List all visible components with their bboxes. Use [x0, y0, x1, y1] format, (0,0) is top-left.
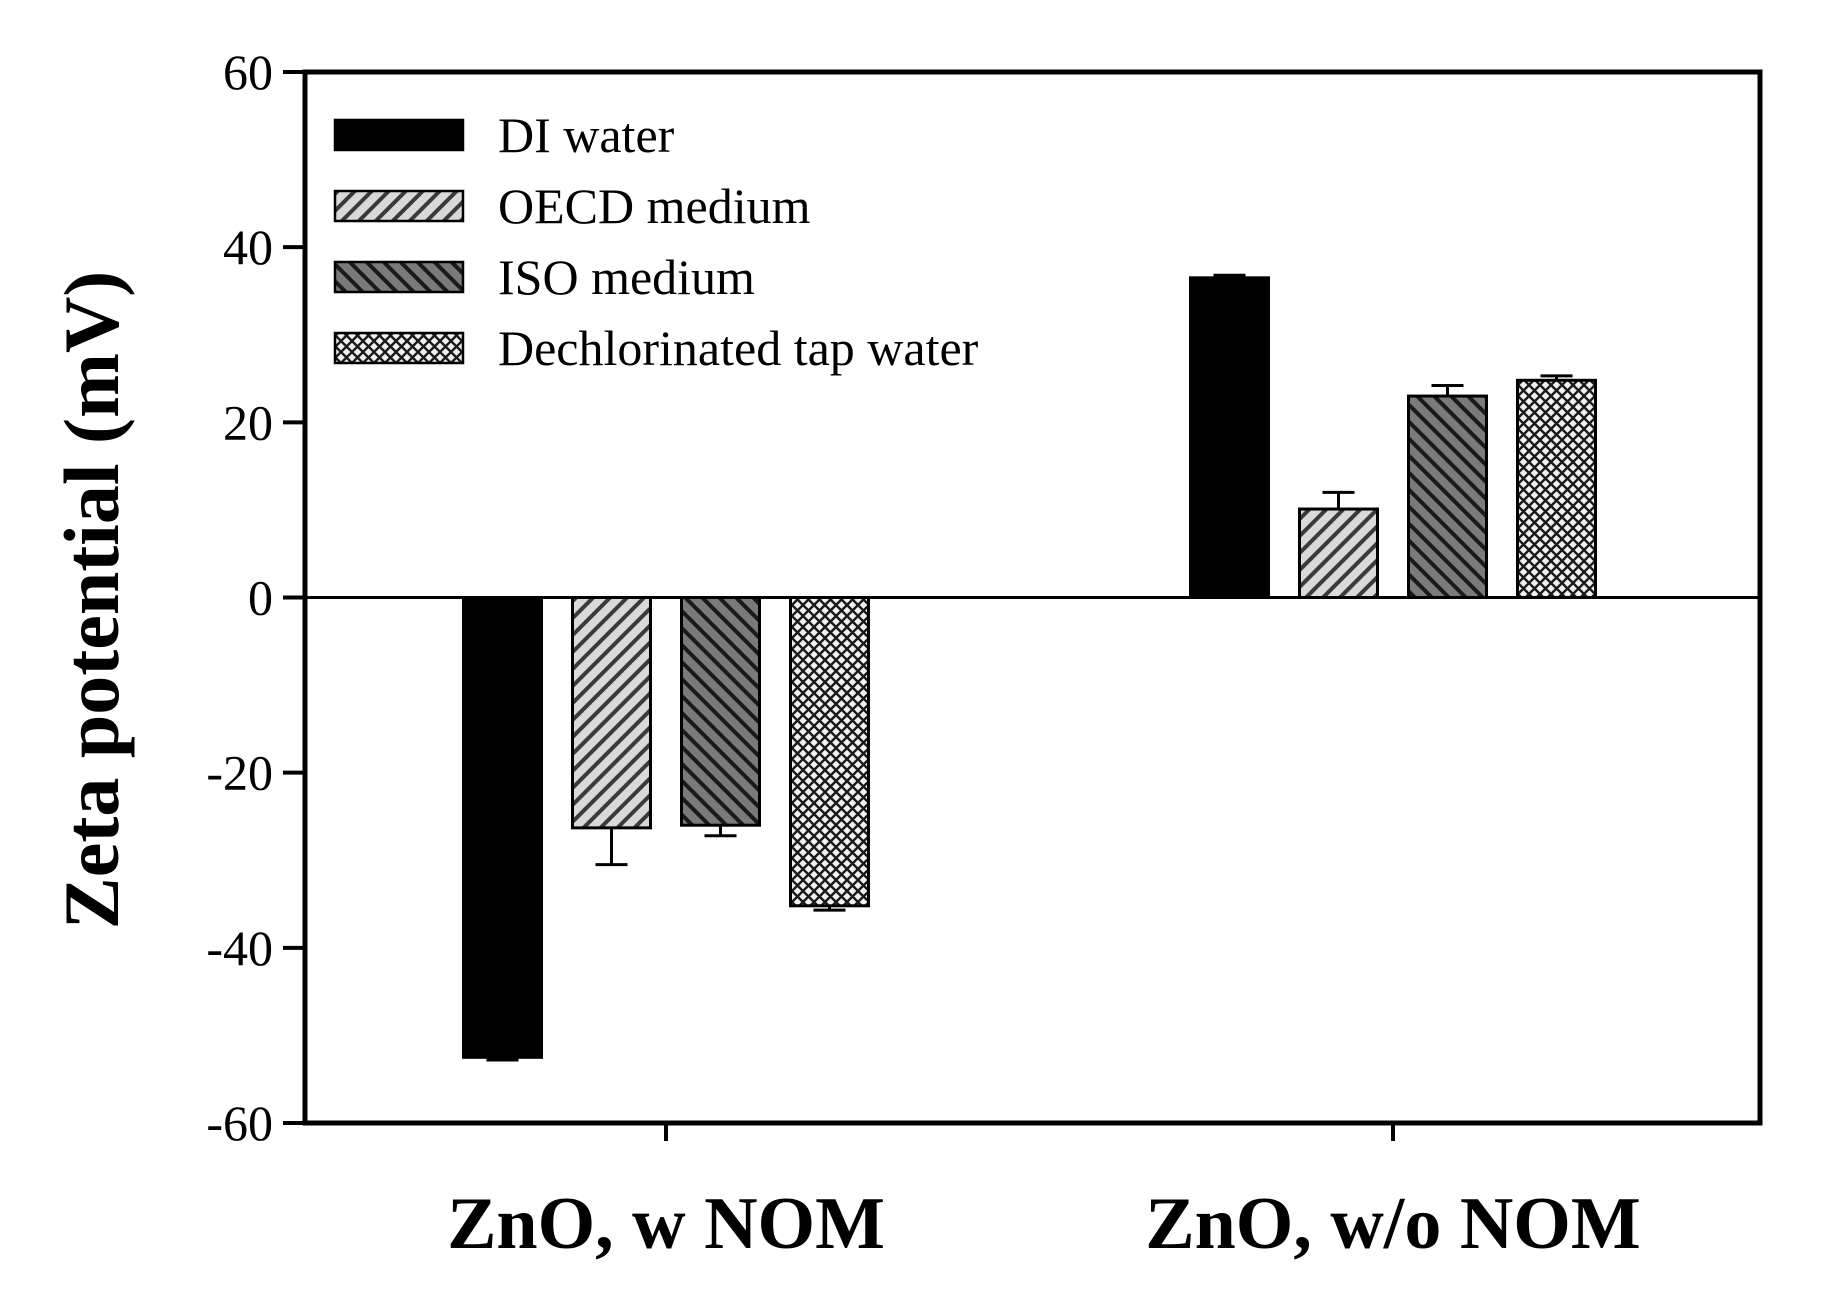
bar-iso-medium-2: [1407, 394, 1488, 599]
legend-label: Dechlorinated tap water: [498, 320, 979, 376]
category-label: ZnO, w/o NOM: [1145, 1183, 1640, 1265]
y-tick-label: -20: [206, 745, 273, 801]
y-tick-label: 20: [223, 394, 273, 450]
legend-label: ISO medium: [498, 249, 755, 305]
bar-di-water-1: [462, 596, 543, 1059]
legend-swatch-iso-medium: [333, 260, 465, 294]
bar-dechlorinated-tap-water-1: [789, 596, 870, 908]
bar-dechlorinated-tap-water-2: [1516, 378, 1597, 599]
y-tick-label: 60: [223, 44, 273, 100]
bar-oecd-medium-1: [571, 596, 652, 830]
legend-label: DI water: [498, 107, 675, 163]
legend-swatch-oecd-medium: [333, 189, 465, 223]
y-axis-title: Zeta potential (mV): [48, 271, 135, 930]
legend-swatch-dechlorinated-tap-water: [333, 331, 465, 365]
category-label: ZnO, w NOM: [447, 1183, 885, 1265]
y-tick-label: 40: [223, 219, 273, 275]
y-tick-label: -40: [206, 920, 273, 976]
bar-di-water-2: [1189, 276, 1270, 599]
bar-iso-medium-1: [680, 596, 761, 827]
legend-swatch-di-water: [333, 118, 465, 152]
y-tick-label: 0: [248, 570, 273, 626]
plot-layer: 60 40 20 0 -20 -40 -60 ZnO, w NOM ZnO, w/o NOM: [206, 44, 1763, 1265]
legend-label: OECD medium: [498, 178, 811, 234]
y-tick-label: -60: [206, 1095, 273, 1151]
bar-oecd-medium-2: [1298, 507, 1379, 599]
legend: DI water OECD medium ISO medium Dechlorinat…: [333, 107, 979, 376]
